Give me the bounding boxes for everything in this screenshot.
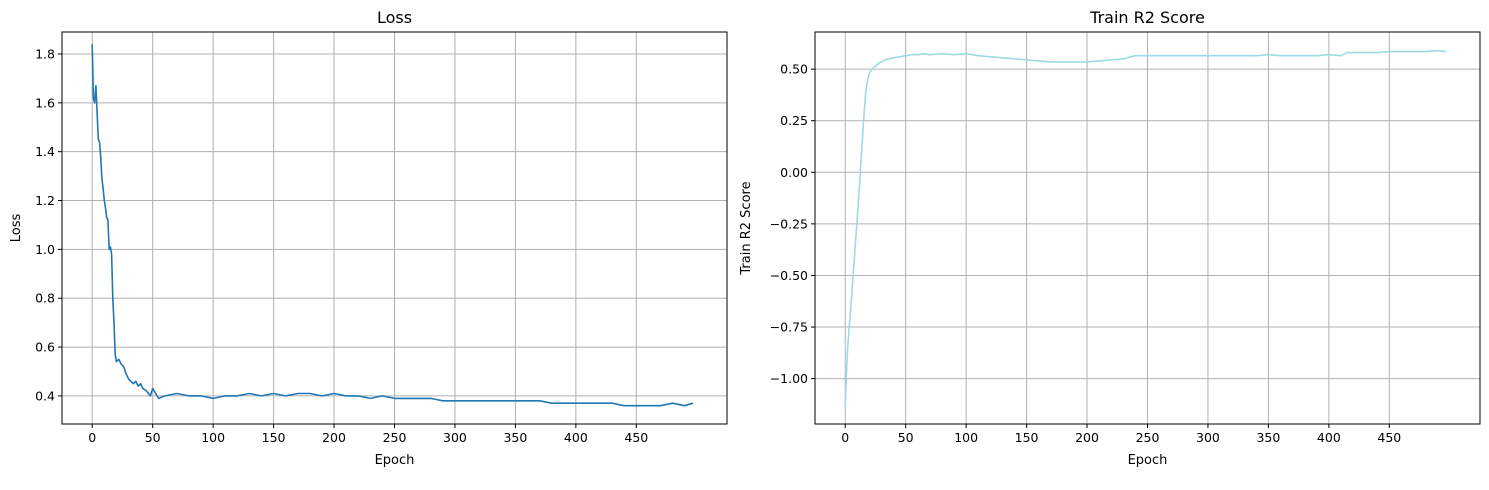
y-tick-label: 1.0 bbox=[35, 242, 55, 257]
y-axis-label: Train R2 Score bbox=[739, 181, 754, 275]
x-tick-label: 300 bbox=[1196, 430, 1220, 445]
y-tick-label: 1.8 bbox=[35, 46, 55, 61]
y-tick-label: −0.75 bbox=[770, 320, 808, 335]
x-tick-label: 450 bbox=[1377, 430, 1401, 445]
series-line bbox=[91, 44, 694, 407]
x-tick-label: 100 bbox=[954, 430, 978, 445]
y-tick-label: 1.4 bbox=[35, 144, 55, 159]
r2-score-chart: 0 50 100 150 200 250 300 350 400 450 −1.00 −0.75 −0.… bbox=[739, 8, 1481, 468]
x-tick-label: 200 bbox=[322, 430, 346, 445]
series-line bbox=[844, 49, 1447, 408]
x-tick-label: 350 bbox=[1256, 430, 1280, 445]
x-tick-label: 350 bbox=[503, 430, 527, 445]
y-tick-label: 1.6 bbox=[35, 95, 55, 110]
y-tick-label: 0.25 bbox=[780, 113, 808, 128]
x-tick-label: 250 bbox=[383, 430, 407, 445]
x-tick-label: 250 bbox=[1136, 430, 1160, 445]
y-tick-label: 0.00 bbox=[780, 165, 808, 180]
chart-title: Train R2 Score bbox=[1089, 8, 1205, 27]
x-tick-label: 150 bbox=[1015, 430, 1039, 445]
x-tick-label: 400 bbox=[1317, 430, 1341, 445]
chart-title: Loss bbox=[377, 8, 412, 27]
x-tick-label: 50 bbox=[898, 430, 914, 445]
x-tick-label: 0 bbox=[841, 430, 849, 445]
x-tick-label: 0 bbox=[88, 430, 96, 445]
y-axis-label: Loss bbox=[9, 214, 24, 243]
x-tick-label: 50 bbox=[145, 430, 161, 445]
y-tick-label: 0.50 bbox=[780, 62, 808, 77]
y-tick-label: 1.2 bbox=[35, 193, 55, 208]
y-tick-label: −0.25 bbox=[770, 216, 808, 231]
x-tick-label: 400 bbox=[564, 430, 588, 445]
x-tick-label: 100 bbox=[201, 430, 225, 445]
x-tick-label: 450 bbox=[624, 430, 648, 445]
y-tick-label: −1.00 bbox=[770, 371, 808, 386]
y-tick-label: 0.6 bbox=[35, 340, 55, 355]
x-tick-label: 150 bbox=[262, 430, 286, 445]
y-tick-label: 0.8 bbox=[35, 291, 55, 306]
x-axis-label: Epoch bbox=[1128, 453, 1168, 468]
loss-chart: 0 50 100 150 200 250 300 350 400 450 0.4 0.6 0.8 1.0 1… bbox=[9, 8, 728, 468]
x-tick-label: 300 bbox=[443, 430, 467, 445]
y-tick-label: 0.4 bbox=[35, 388, 55, 403]
x-axis-label: Epoch bbox=[375, 453, 415, 468]
y-tick-label: −0.50 bbox=[770, 268, 808, 283]
x-tick-label: 200 bbox=[1075, 430, 1099, 445]
